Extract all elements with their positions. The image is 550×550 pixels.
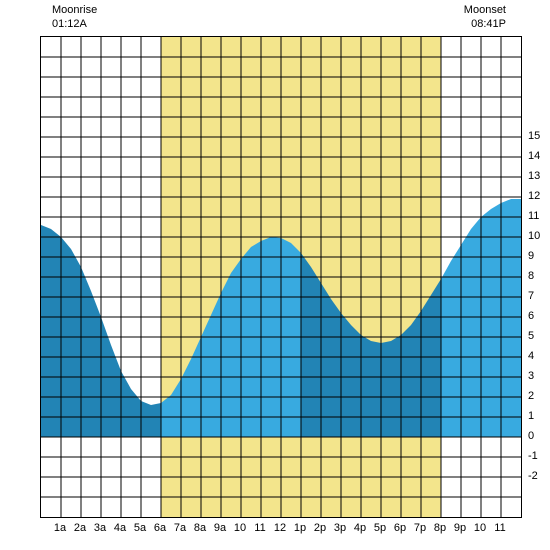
moonset-title: Moonset (464, 4, 506, 18)
x-axis: 1a 2a 3a 4a 5a 6a 7a 8a 9a 10 11 12 1p 2p 3p 4p 5p 6p 7p 8p… (40, 522, 520, 540)
moonrise-label: Moonrise 01:12A (52, 4, 97, 32)
x-tick-label: 3a (94, 522, 106, 534)
y-tick-label: 1 (528, 410, 534, 422)
x-tick-label: 7p (414, 522, 426, 534)
chart-plot-area (40, 36, 522, 518)
x-tick-label: 9a (214, 522, 226, 534)
y-tick-label: 8 (528, 270, 534, 282)
y-axis: -2-10123456789101112131415 (522, 36, 550, 516)
y-tick-label: -1 (528, 450, 538, 462)
x-tick-label: 2a (74, 522, 86, 534)
x-tick-label: 1p (294, 522, 306, 534)
y-tick-label: 2 (528, 390, 534, 402)
chart-svg (41, 37, 521, 517)
x-tick-label: 3p (334, 522, 346, 534)
x-tick-label: 8a (194, 522, 206, 534)
x-tick-label: 6a (154, 522, 166, 534)
x-tick-label: 7a (174, 522, 186, 534)
y-tick-label: 7 (528, 290, 534, 302)
y-tick-label: 12 (528, 190, 540, 202)
x-tick-label: 6p (394, 522, 406, 534)
y-tick-label: 14 (528, 150, 540, 162)
y-tick-label: 10 (528, 230, 540, 242)
y-tick-label: 0 (528, 430, 534, 442)
x-tick-label: 4a (114, 522, 126, 534)
x-tick-label: 8p (434, 522, 446, 534)
y-tick-label: 6 (528, 310, 534, 322)
y-tick-label: -2 (528, 470, 538, 482)
moonset-time: 08:41P (464, 18, 506, 32)
y-tick-label: 3 (528, 370, 534, 382)
x-tick-label: 10 (234, 522, 246, 534)
y-tick-label: 15 (528, 130, 540, 142)
x-tick-label: 10 (474, 522, 486, 534)
x-tick-label: 12 (274, 522, 286, 534)
moonset-label: Moonset 08:41P (464, 4, 506, 32)
x-tick-label: 11 (254, 522, 265, 534)
x-tick-label: 4p (354, 522, 366, 534)
y-tick-label: 13 (528, 170, 540, 182)
y-tick-label: 5 (528, 330, 534, 342)
grid (41, 37, 521, 517)
y-tick-label: 11 (528, 210, 539, 222)
y-tick-label: 9 (528, 250, 534, 262)
y-tick-label: 4 (528, 350, 534, 362)
x-tick-label: 2p (314, 522, 326, 534)
moonrise-title: Moonrise (52, 4, 97, 18)
x-tick-label: 5p (374, 522, 386, 534)
x-tick-label: 11 (494, 522, 505, 534)
x-tick-label: 5a (134, 522, 146, 534)
x-tick-label: 9p (454, 522, 466, 534)
tide-chart: Moonrise 01:12A Moonset 08:41P -2-101234… (0, 0, 550, 550)
moonrise-time: 01:12A (52, 18, 97, 32)
x-tick-label: 1a (54, 522, 66, 534)
